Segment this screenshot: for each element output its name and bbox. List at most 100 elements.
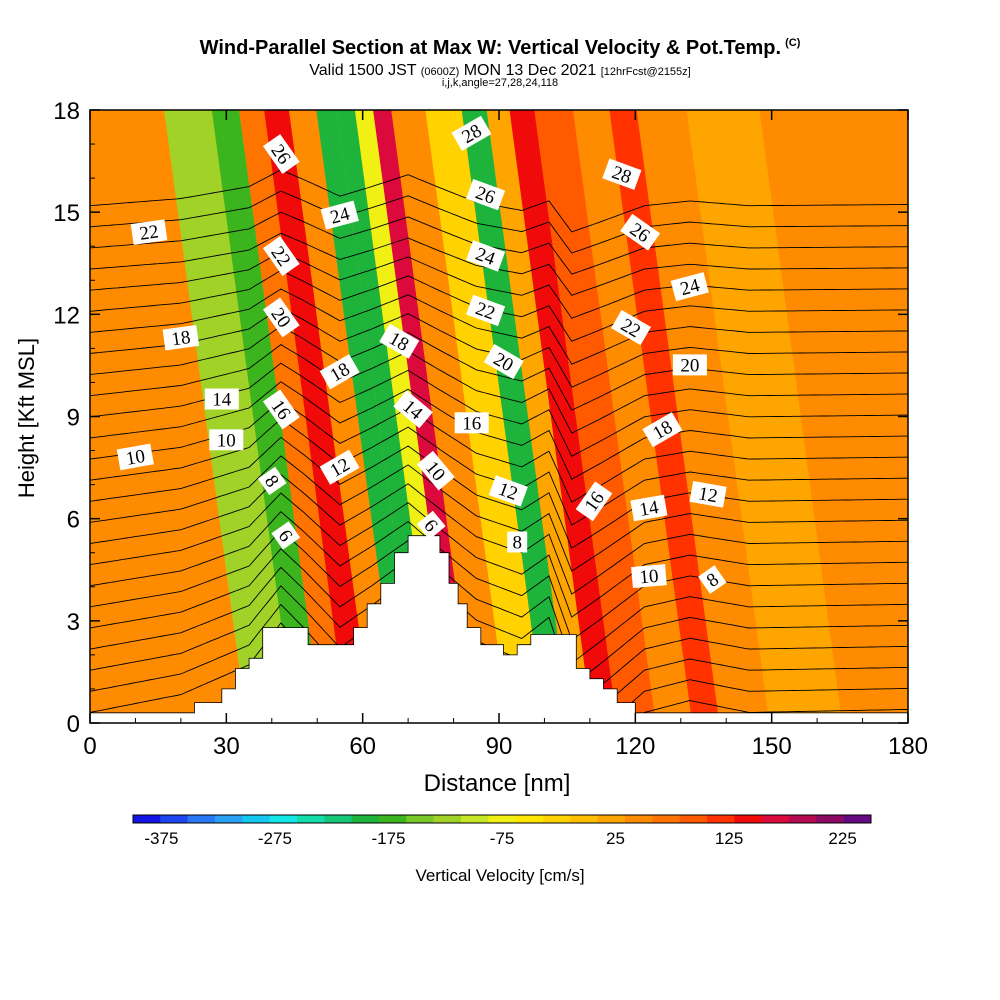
contour-label: 24 [670,272,709,302]
contour-label-bg [466,294,506,327]
colorbar-swatch [625,815,653,823]
velocity-band [90,110,190,723]
contour-label-bg [620,213,661,251]
theta-contour-line [90,455,908,572]
colorbar-swatch [597,815,626,823]
colorbar-frame [132,814,872,824]
colorbar-tick-label: -375 [144,829,178,848]
colorbar-swatch [543,815,571,823]
theta-contour-line [90,436,908,549]
x-tick-label: 60 [349,733,376,760]
colorbar-swatch [133,815,161,823]
contour-label-bg [630,494,668,522]
colorbar-swatch [406,815,434,823]
colorbar-swatch [652,815,680,823]
contour-label-bg [319,449,360,485]
terrain-mask [90,535,908,723]
contour-label-text: 16 [462,413,481,434]
contour-label: 8 [257,466,287,496]
theta-contour-line [90,251,908,319]
colorbar-swatch [707,815,735,823]
theta-contour-line [90,211,908,275]
contour-label-bg [451,115,492,151]
contour-label-bg [670,272,709,302]
contour-label: 6 [416,510,446,540]
y-tick-label: 12 [53,302,80,329]
colorbar-tick-label: 225 [828,829,856,848]
colorbar-swatch [269,815,298,823]
contour-label-text: 10 [217,430,236,451]
contour-label-bg [488,475,528,507]
contour-label-bg [672,354,707,376]
theta-contour-line [90,511,908,641]
contour-label-bg [466,240,506,272]
contour-label-bg [209,429,244,451]
contour-label-text: 22 [138,221,160,244]
contour-label-bg [416,450,455,491]
colorbar-swatch [242,815,270,823]
chart-subtitle: Valid 1500 JST (0600Z) MON 13 Dec 2021 [… [309,62,691,79]
terrain [90,535,908,723]
contour-label: 6 [271,521,301,550]
contour-label: 16 [454,412,489,434]
contour-label: 14 [630,494,668,522]
contour-label: 24 [320,200,359,230]
y-tick-label: 0 [67,711,80,738]
colorbar-swatch [679,815,708,823]
theta-contour-line [90,232,908,296]
theta-contour-line [90,288,908,365]
contour-label-bg [483,343,524,380]
contour-label-bg [454,412,489,434]
contour-label-bg [204,388,239,410]
colorbar-swatch [789,815,817,823]
velocity-band [211,110,322,723]
contour-label: 26 [620,213,661,251]
contour-label-bg [162,324,200,351]
y-axis-label: Height [Kft MSL] [14,338,39,498]
y-tick-label: 9 [67,405,80,432]
contour-label-bg [575,481,613,522]
contour-label-text: 12 [697,483,719,507]
contour-label: 20 [672,354,707,376]
contour-label-bg [698,565,727,594]
colorbar-swatch [734,815,762,823]
contour-label-bg [416,510,446,540]
colorbar-tick-label: 125 [715,829,743,848]
theta-contour-line [90,190,908,254]
colorbar-tick-label: -75 [490,829,515,848]
axes: 0 30 60 90 120 150 180 0 3 6 9 12 15 18 [53,98,928,760]
contour-label-bg [611,309,652,346]
colorbar-tick-label: -175 [371,829,405,848]
colorbar-swatch [761,815,790,823]
contour-label: 10 [116,443,154,471]
chart-title: Wind-Parallel Section at Max W: Vertical… [199,37,801,59]
colorbar-swatch [324,815,352,823]
theta-contour-line [90,344,908,434]
contour-label: 22 [130,219,168,245]
theta-contour-line [90,381,908,480]
velocity-band [636,110,770,723]
velocity-band [391,110,509,723]
y-tick-label: 6 [67,507,80,534]
colorbar-swatch [297,815,325,823]
x-tick-label: 150 [752,733,792,760]
colorbar-swatch [816,815,844,823]
contour-label-text: 14 [212,390,232,411]
contour-label-bg [379,323,420,359]
contour-label: 14 [204,388,239,411]
colorbar: -375 -275 -175 -75 25 125 225 [132,814,872,848]
colorbar-swatch [351,815,380,823]
velocity-band [759,110,908,723]
contour-label-bg [116,443,154,471]
y-tick-label: 18 [53,98,80,125]
colorbar-tick-label: 25 [606,829,625,848]
chart-params: i,j,k,angle=27,28,24,118 [441,77,559,89]
contour-label-bg [631,564,667,589]
contour-label-bg [262,297,300,338]
theta-contour-line [90,473,908,595]
contour-label-bg [466,178,506,211]
colorbar-swatch [843,815,872,823]
contour-label-bg [689,481,727,508]
colorbar-swatch [461,815,489,823]
